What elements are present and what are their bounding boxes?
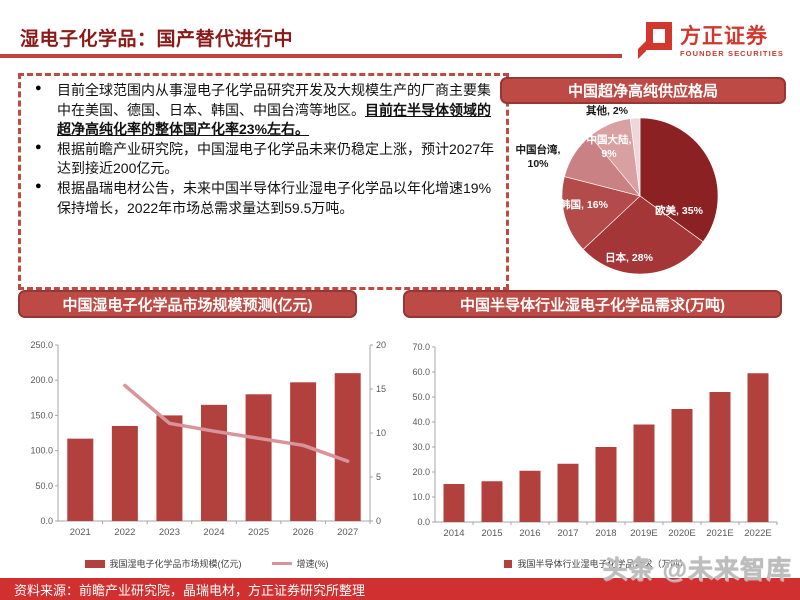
source-footer-bar: 资料来源：前瞻产业研究院，晶瑞电材，方正证券研究所整理	[0, 578, 800, 600]
y2-axis-label: 0	[376, 516, 381, 526]
y-axis-label: 30.0	[412, 442, 430, 452]
bullet-item: 根据晶瑞电材公告，未来中国半导体行业湿电子化学品以年化增速19%保持增长，202…	[31, 179, 498, 218]
semi-demand-legend: 我国半导体行业湿电子化学品需求（万吨）	[403, 557, 790, 570]
y-axis-label: 0.0	[417, 517, 430, 527]
legend-item-growth: 增速(%)	[271, 557, 329, 570]
y-axis-label: 60.0	[412, 367, 430, 377]
pie-slice	[639, 117, 719, 243]
bar	[156, 415, 183, 521]
pie-chart-title: 中国超净高纯供应格局	[500, 77, 786, 104]
legend-label: 我国半导体行业湿电子化学品需求（万吨）	[517, 559, 689, 569]
legend-item-demand: 我国半导体行业湿电子化学品需求（万吨）	[504, 557, 689, 570]
y-axis-label: 40.0	[412, 417, 430, 427]
bar	[67, 438, 94, 521]
x-axis-label: 2019E	[630, 528, 657, 539]
bullet-item: 目前全球范围内从事湿电子化学品研究开发及大规模生产的厂商主要集中在美国、德国、日…	[31, 81, 498, 140]
y2-axis-label: 15	[376, 384, 386, 394]
x-axis-label: 2022E	[744, 528, 771, 539]
y-axis-label: 150.0	[30, 410, 53, 420]
x-axis-label: 2014	[443, 528, 464, 539]
bar	[519, 470, 541, 522]
bullet-item: 根据前瞻产业研究院，中国湿电子化学品未来仍稳定上涨，预计2027年达到接近200…	[31, 140, 498, 179]
x-axis-label: 2024	[203, 527, 224, 538]
bullet-text: 根据晶瑞电材公告，未来中国半导体行业湿电子化学品以年化增速19%保持增长，202…	[57, 179, 492, 216]
bar	[290, 382, 317, 521]
y-axis-label: 50.0	[35, 481, 53, 491]
x-axis-label: 2016	[519, 528, 540, 539]
bar	[334, 373, 361, 521]
watermark-toutiao: 头条 @未来智库	[602, 556, 792, 584]
legend-label: 我国湿电子化学品市场规模(亿元)	[109, 559, 242, 569]
pie-slice	[582, 195, 704, 275]
market-forecast-legend: 我国湿电子化学品市场规模(亿元) 增速(%)	[18, 557, 395, 570]
y2-axis-label: 10	[376, 428, 386, 438]
bar	[671, 409, 693, 522]
bullet-emphasis: 目前在半导体领域的超净高纯化率的整体国产化率23%左右。	[57, 101, 491, 138]
y-axis-label: 20.0	[412, 467, 430, 477]
x-axis-label: 2022	[114, 527, 135, 538]
bullet-text: 目前全球范围内从事湿电子化学品研究开发及大规模生产的厂商主要集中在美国、德国、日…	[57, 82, 491, 118]
bar	[201, 404, 227, 521]
bar	[747, 373, 769, 522]
pie-slice	[561, 176, 641, 250]
pie-slice-label: 日本, 28%	[605, 251, 654, 264]
x-axis-label: 2015	[481, 528, 502, 539]
x-axis-label: 2023	[159, 527, 180, 538]
bar	[633, 424, 655, 522]
bar	[443, 484, 465, 522]
bar	[481, 481, 503, 522]
semi-demand-chart: 0.0 10.0 20.0 30.0 40.0 50.0 60.0 70.0 2014 2015 2…	[412, 342, 778, 539]
x-axis-label: 2020E	[668, 528, 695, 539]
y-axis-label: 70.0	[412, 342, 430, 352]
y-axis-label: 250.0	[30, 340, 53, 350]
pie-slice-label: 中国大陆, 9%	[587, 133, 632, 160]
semi-demand-chart-title: 中国半导体行业湿电子化学品需求(万吨)	[403, 290, 782, 318]
x-axis-label: 2025	[248, 527, 269, 538]
bar	[111, 425, 138, 521]
y-axis-label: 0.0	[40, 516, 53, 526]
y-axis-label: 10.0	[412, 492, 430, 502]
logo-subtitle: FOUNDER SECURITIES	[680, 48, 784, 58]
x-axis-label: 2021E	[706, 528, 733, 539]
y-axis-label: 50.0	[412, 392, 430, 402]
x-axis-label: 2026	[293, 527, 314, 538]
y-axis-label: 100.0	[30, 446, 53, 456]
supply-pie-chart: 欧美, 35% 日本, 28% 韩国, 16% 中国台湾, 10% 中国大陆, 9% 其他, …	[516, 104, 719, 275]
pie-slice-label: 中国台湾, 10%	[516, 143, 561, 170]
y2-axis-label: 5	[376, 472, 381, 482]
bar	[557, 463, 579, 522]
pie-slice	[629, 117, 641, 197]
legend-label: 增速(%)	[296, 559, 329, 569]
key-points-box: 目前全球范围内从事湿电子化学品研究开发及大规模生产的厂商主要集中在美国、德国、日…	[18, 73, 509, 290]
pie-slice-label: 其他, 2%	[586, 104, 629, 117]
pie-slice-label: 欧美, 35%	[655, 204, 704, 217]
page-title: 湿电子化学品：国产替代进行中	[20, 29, 294, 50]
x-axis-label: 2027	[337, 527, 358, 538]
bullet-text: 根据前瞻产业研究院，中国湿电子化学品未来仍稳定上涨，预计2027年达到接近200…	[57, 140, 495, 177]
x-axis-label: 2017	[557, 528, 578, 539]
y2-axis-label: 20	[376, 340, 386, 350]
x-axis-label: 2018	[595, 528, 616, 539]
bar-series-swatch	[504, 559, 513, 568]
y-axis-label: 200.0	[30, 375, 53, 385]
bar	[709, 392, 731, 522]
founder-securities-logo: 方正证券 FOUNDER SECURITIES	[634, 18, 784, 65]
line-series-swatch	[271, 562, 292, 565]
bar-series-swatch	[84, 559, 105, 568]
logo-name: 方正证券	[680, 24, 768, 48]
pie-slice-label: 韩国, 16%	[560, 198, 609, 211]
title-divider	[0, 54, 622, 58]
x-axis-label: 2021	[70, 527, 91, 538]
bar	[595, 447, 617, 522]
market-forecast-chart-title: 中国湿电子化学品市场规模预测(亿元)	[18, 290, 357, 318]
founder-logo-icon	[634, 18, 674, 65]
bar	[245, 394, 272, 521]
growth-line	[123, 383, 350, 463]
source-text: 资料来源：前瞻产业研究院，晶瑞电材，方正证券研究所整理	[14, 582, 366, 598]
market-forecast-chart: 0.0 50.0 100.0 150.0 200.0 250.0 0 5 10 15 20 2021 2…	[30, 340, 386, 538]
legend-item-market-size: 我国湿电子化学品市场规模(亿元)	[84, 557, 242, 570]
key-points-list: 目前全球范围内从事湿电子化学品研究开发及大规模生产的厂商主要集中在美国、德国、日…	[31, 81, 498, 218]
